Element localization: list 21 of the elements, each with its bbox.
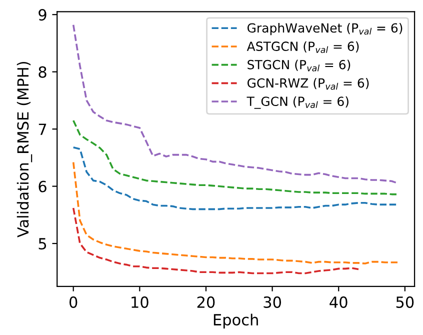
y-tick-label: 8: [38, 66, 46, 78]
line-series: [72, 207, 360, 274]
legend-label: STGCN (P$_{val}$ = 6): [248, 60, 350, 72]
x-tick-label: 40: [330, 296, 348, 308]
x-axis-title: Epoch: [214, 314, 258, 328]
line-series: [72, 161, 400, 264]
legend-label: ASTGCN (P$_{val}$ = 6): [246, 41, 359, 54]
legend-label: GraphWaveNet (P$_{val}$ = 6): [247, 22, 402, 36]
line-series: [72, 120, 400, 196]
y-tick-label: 5: [38, 238, 46, 250]
x-tick-label: 0: [70, 296, 78, 308]
y-tick-label: 6: [38, 180, 46, 192]
y-axis-title: Validation_RMSE (MPH): [16, 62, 32, 238]
x-tick-label: 20: [197, 296, 215, 308]
legend-label: T_GCN (P$_{val}$ = 6): [246, 96, 348, 109]
y-tick-label: 9: [38, 9, 46, 21]
y-tick-label: 7: [38, 124, 46, 135]
legend-label: GCN-RWZ (P$_{val}$ = 6): [247, 78, 369, 90]
x-tick-label: 10: [132, 296, 148, 308]
x-tick-label: 30: [264, 296, 281, 308]
x-tick-label: 50: [396, 296, 414, 308]
